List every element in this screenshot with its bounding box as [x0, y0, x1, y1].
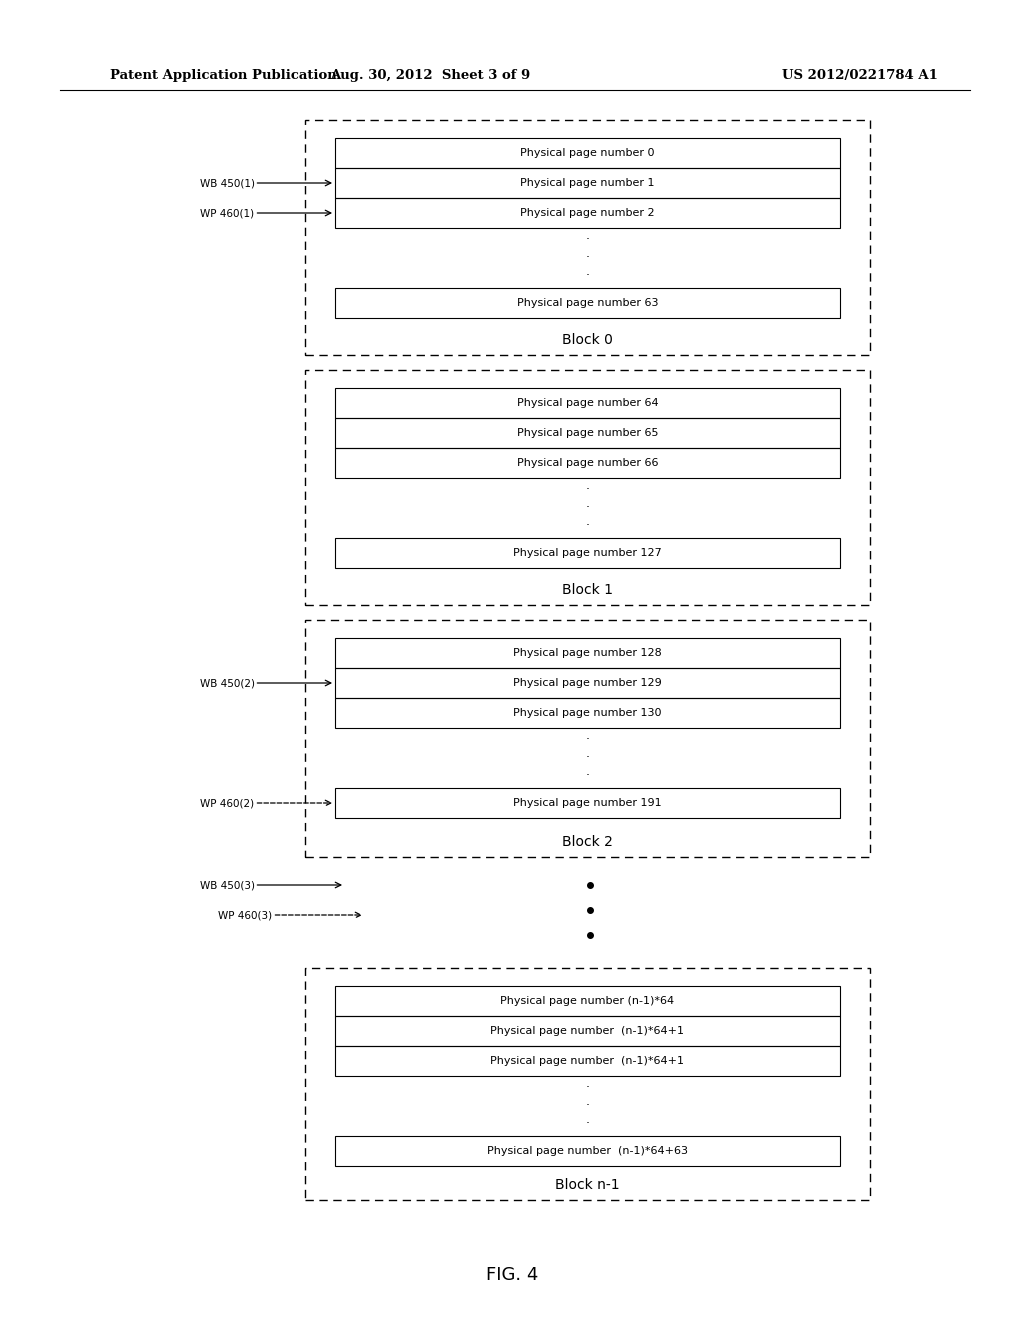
Text: Physical page number 2: Physical page number 2: [520, 209, 654, 218]
Text: US 2012/0221784 A1: US 2012/0221784 A1: [782, 69, 938, 82]
Text: Physical page number (n-1)*64: Physical page number (n-1)*64: [501, 997, 675, 1006]
Bar: [335, 1137, 840, 1166]
Text: ·
·
·: · · ·: [586, 483, 590, 532]
Text: Physical page number 130: Physical page number 130: [513, 708, 662, 718]
Bar: [335, 288, 840, 318]
Bar: [335, 447, 840, 478]
Text: Physical page number 65: Physical page number 65: [517, 428, 658, 438]
Bar: [335, 1016, 840, 1045]
Text: Physical page number 128: Physical page number 128: [513, 648, 662, 657]
Text: WP 460(2): WP 460(2): [200, 799, 254, 808]
Bar: [335, 388, 840, 418]
Text: Physical page number 127: Physical page number 127: [513, 548, 662, 558]
Bar: [335, 539, 840, 568]
Text: WB 450(1): WB 450(1): [200, 178, 255, 187]
Bar: [335, 168, 840, 198]
Bar: [335, 418, 840, 447]
Text: ·
·
·: · · ·: [586, 734, 590, 783]
Text: ·
·
·: · · ·: [586, 234, 590, 282]
Text: Physical page number 129: Physical page number 129: [513, 678, 662, 688]
Text: WB 450(2): WB 450(2): [200, 678, 255, 688]
Text: Block 2: Block 2: [562, 836, 613, 849]
Bar: [335, 1045, 840, 1076]
Text: Patent Application Publication: Patent Application Publication: [110, 69, 337, 82]
Text: WP 460(1): WP 460(1): [200, 209, 254, 218]
Text: WP 460(3): WP 460(3): [218, 909, 272, 920]
Text: Physical page number 66: Physical page number 66: [517, 458, 658, 469]
Bar: [305, 620, 870, 857]
Bar: [335, 788, 840, 818]
Bar: [335, 638, 840, 668]
Bar: [335, 698, 840, 729]
Text: Physical page number  (n-1)*64+1: Physical page number (n-1)*64+1: [490, 1026, 684, 1036]
Text: Physical page number  (n-1)*64+63: Physical page number (n-1)*64+63: [487, 1146, 688, 1156]
Bar: [305, 370, 870, 605]
Text: ·
·
·: · · ·: [586, 1081, 590, 1130]
Text: WB 450(3): WB 450(3): [200, 880, 255, 890]
Text: Physical page number 191: Physical page number 191: [513, 799, 662, 808]
Bar: [305, 120, 870, 355]
Text: Block 1: Block 1: [562, 583, 613, 597]
Text: Aug. 30, 2012  Sheet 3 of 9: Aug. 30, 2012 Sheet 3 of 9: [330, 69, 530, 82]
Bar: [335, 139, 840, 168]
Text: FIG. 4: FIG. 4: [485, 1266, 539, 1284]
Text: Physical page number 63: Physical page number 63: [517, 298, 658, 308]
Bar: [305, 968, 870, 1200]
Text: Physical page number 1: Physical page number 1: [520, 178, 654, 187]
Text: Physical page number 0: Physical page number 0: [520, 148, 654, 158]
Text: Physical page number 64: Physical page number 64: [517, 399, 658, 408]
Text: Physical page number  (n-1)*64+1: Physical page number (n-1)*64+1: [490, 1056, 684, 1067]
Bar: [335, 986, 840, 1016]
Text: Block 0: Block 0: [562, 333, 613, 347]
Text: Block n-1: Block n-1: [555, 1177, 620, 1192]
Bar: [335, 668, 840, 698]
Bar: [335, 198, 840, 228]
